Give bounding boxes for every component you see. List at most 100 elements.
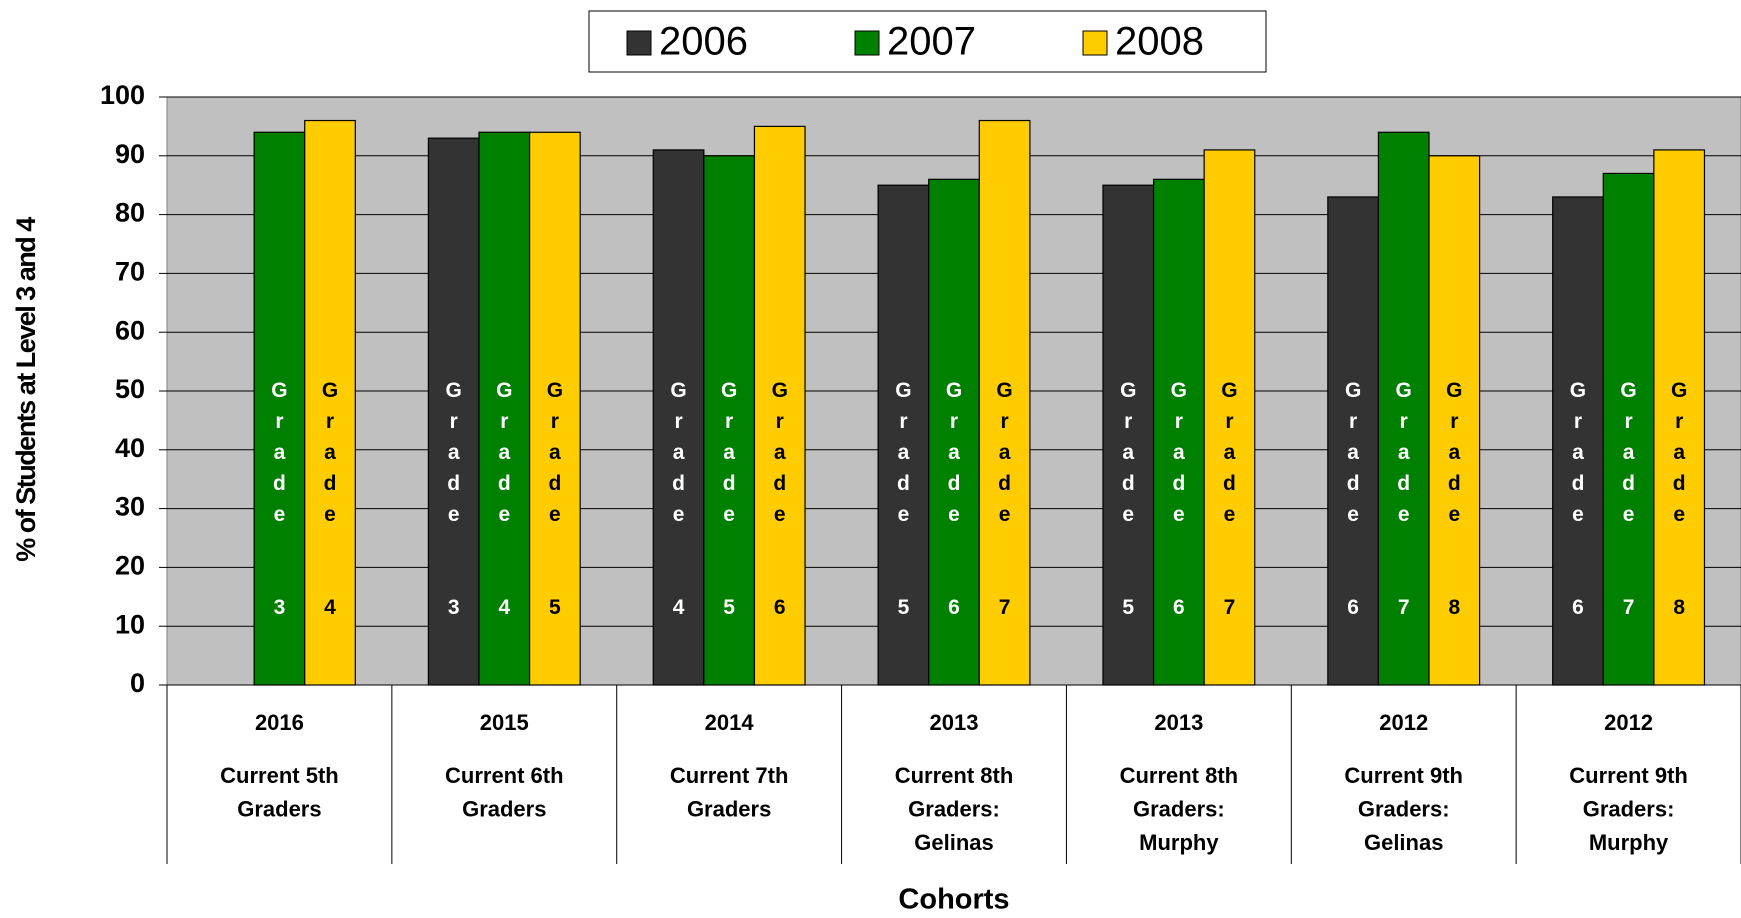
bar-label-char: [277, 534, 283, 557]
bar: [978, 119, 1031, 686]
bar: [1327, 196, 1380, 686]
bar-label-char: d: [1397, 472, 1410, 495]
y-tick-label: 90: [115, 139, 145, 169]
bar-label-char: e: [448, 503, 460, 526]
bar-label-char: G: [1620, 379, 1636, 402]
x-tick-label: Current 5th: [220, 763, 339, 788]
bar-label-char: r: [1225, 410, 1233, 433]
bar-label-char: a: [948, 441, 960, 464]
x-tick-label: Current 9th: [1569, 763, 1688, 788]
legend-label: 2007: [887, 20, 976, 64]
bar-label-char: d: [1448, 472, 1461, 495]
bar-label-char: a: [1347, 441, 1359, 464]
bar-label-char: [501, 534, 507, 557]
bar-label-char: G: [271, 379, 287, 402]
bar-label-char: 3: [448, 596, 460, 619]
y-tick-label: 20: [115, 551, 145, 581]
x-tick-label: Graders: [237, 796, 321, 821]
y-tick-label: 70: [115, 257, 145, 287]
x-tick-label: Graders:: [1133, 796, 1225, 821]
bar: [928, 178, 980, 686]
bar-label-char: a: [324, 441, 336, 464]
bar-label-char: d: [773, 472, 786, 495]
y-tick-label: 10: [115, 609, 145, 639]
bar-label-char: e: [274, 503, 286, 526]
bar-label-char: [1676, 534, 1682, 557]
bar-label-char: 4: [498, 596, 510, 619]
bar-label-char: a: [723, 441, 735, 464]
bar-label-char: e: [549, 503, 561, 526]
bar-label-char: e: [1673, 503, 1685, 526]
bar-label-char: a: [673, 441, 685, 464]
legend-label: 2008: [1115, 20, 1204, 64]
bar: [1203, 149, 1256, 686]
bar-label-char: [726, 534, 732, 557]
bar: [1152, 178, 1205, 686]
y-tick-label: 80: [115, 198, 145, 228]
bar-label-char: d: [998, 472, 1011, 495]
bar-label-char: [1401, 534, 1407, 557]
legend-label: 2006: [659, 20, 748, 64]
bar-label-char: r: [1349, 410, 1357, 433]
bar-label-char: a: [1572, 441, 1584, 464]
bar-label-char: [1002, 534, 1008, 557]
bar-label-char: 5: [723, 596, 735, 619]
bar-label-char: d: [447, 472, 460, 495]
bar-label-char: [1626, 534, 1632, 557]
bar-label-char: d: [672, 472, 685, 495]
bar-label-char: 7: [1623, 596, 1635, 619]
bar-label-char: d: [1122, 472, 1135, 495]
bar: [1377, 131, 1430, 686]
legend-swatch: [1082, 30, 1108, 56]
bar-label-char: G: [496, 379, 512, 402]
bar-label-char: a: [1673, 441, 1685, 464]
bar-label-char: G: [1120, 379, 1136, 402]
bar-label-char: e: [1398, 503, 1410, 526]
bar-label-char: r: [500, 410, 508, 433]
bar-label-char: d: [948, 472, 961, 495]
bar: [1552, 196, 1604, 686]
category-year: 2013: [930, 710, 979, 735]
bar-label-char: e: [999, 503, 1011, 526]
bar-label-char: G: [1671, 379, 1687, 402]
bar-label-char: G: [996, 379, 1012, 402]
bar-label-char: r: [725, 410, 733, 433]
bar: [877, 184, 930, 686]
bar-label-char: r: [1574, 410, 1582, 433]
bar: [427, 137, 480, 686]
y-tick-label: 100: [100, 80, 145, 110]
bar-label-char: a: [999, 441, 1011, 464]
bar-label-char: d: [548, 472, 561, 495]
category-year: 2013: [1154, 710, 1203, 735]
x-tick-label: Current 8th: [1120, 763, 1239, 788]
bar-label-char: a: [898, 441, 910, 464]
bar-label-char: G: [322, 379, 338, 402]
bar-label-char: [451, 534, 457, 557]
bar-label-char: e: [1572, 503, 1584, 526]
bar-label-char: e: [1448, 503, 1460, 526]
bar-label-char: e: [898, 503, 910, 526]
bar-label-char: a: [1623, 441, 1635, 464]
bar-label-char: G: [446, 379, 462, 402]
bar: [528, 131, 581, 686]
bar-label-char: G: [946, 379, 962, 402]
bar-label-char: e: [1347, 503, 1359, 526]
bar-label-char: 6: [948, 596, 960, 619]
y-axis-label: % of Students at Level 3 and 4: [11, 217, 41, 562]
bar-label-char: 8: [1673, 596, 1685, 619]
bar-label-char: e: [673, 503, 685, 526]
y-tick-label: 40: [115, 433, 145, 463]
x-tick-label: Murphy: [1139, 830, 1219, 855]
bar-label-char: [1575, 534, 1581, 557]
